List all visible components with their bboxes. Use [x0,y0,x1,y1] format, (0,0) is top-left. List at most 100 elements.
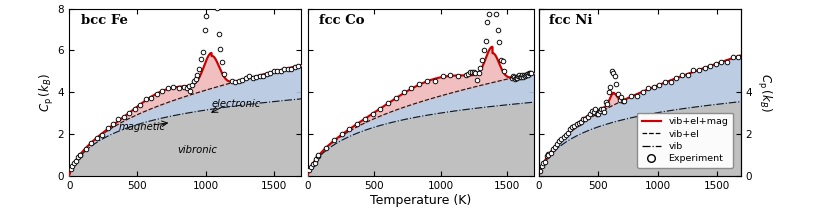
Point [129,107,142,110]
Point [167,86,180,89]
Point [462,73,475,76]
Point [101,127,114,130]
Point [516,73,529,77]
Point [570,123,583,126]
Point [189,78,202,81]
Point [303,169,316,172]
Point [670,77,683,80]
Point [602,90,615,94]
Point [599,100,612,104]
Point [624,94,637,97]
Point [492,41,505,44]
Point [533,169,546,173]
Point [182,84,195,87]
Point [366,113,379,116]
Point [217,72,230,76]
Point [452,74,465,77]
Point [511,76,524,79]
Point [73,153,86,157]
Point [568,124,581,128]
Point [596,108,609,111]
Point [597,110,610,113]
Point [726,55,739,59]
Point [664,80,677,84]
Point [90,137,103,140]
Point [264,72,277,75]
Point [715,60,728,64]
Point [405,86,418,89]
Point [590,112,603,115]
Point [589,107,602,110]
Point [693,68,706,71]
Point [659,80,672,84]
Point [681,73,694,76]
Point [555,137,568,141]
Point [155,89,168,93]
Point [351,122,364,126]
Point [469,71,482,75]
Point [515,75,528,79]
Point [732,55,745,58]
Point [513,73,526,76]
Point [647,85,660,89]
Text: vibronic: vibronic [177,145,217,155]
Text: electronic: electronic [212,99,260,109]
Point [133,104,147,107]
Point [489,13,502,16]
Point [518,73,531,77]
Point [698,66,711,69]
Point [610,82,623,85]
Point [536,165,549,168]
Point [335,133,348,136]
X-axis label: Temperature (K): Temperature (K) [370,194,471,207]
Point [592,112,605,115]
Point [608,74,621,78]
Point [247,76,260,80]
Point [466,71,479,74]
Point [229,80,242,83]
Point [421,80,434,83]
Point [618,99,631,102]
Point [268,69,281,73]
Point [542,153,555,156]
Point [271,69,284,73]
Point [216,60,229,64]
Point [559,133,572,137]
Point [581,115,594,118]
Point [382,101,395,105]
Point [520,73,533,77]
Point [236,78,249,82]
Point [195,57,208,61]
Point [494,59,507,62]
Point [191,74,204,77]
Point [112,118,125,121]
Point [198,28,211,31]
Point [292,65,305,68]
Point [521,73,534,76]
Point [161,86,174,89]
Point [563,128,576,131]
Point [117,115,130,118]
Point [604,85,617,89]
Point [186,84,199,87]
Point [576,118,589,121]
Point [613,98,626,102]
Point [601,102,614,105]
Point [320,147,333,150]
Point [181,87,194,90]
Point [575,120,588,123]
Text: bcc Fe: bcc Fe [81,14,128,27]
Y-axis label: $C_\mathrm{p}\,(k_B)$: $C_\mathrm{p}\,(k_B)$ [38,73,56,112]
Point [703,64,716,68]
Point [498,69,511,73]
Point [389,96,402,100]
Point [484,0,497,2]
Point [514,75,527,79]
Point [630,94,643,97]
Point [509,77,522,81]
Point [542,153,555,157]
Point [709,62,722,65]
Point [517,75,530,78]
Text: fcc Ni: fcc Ni [549,14,593,27]
Point [606,70,619,73]
